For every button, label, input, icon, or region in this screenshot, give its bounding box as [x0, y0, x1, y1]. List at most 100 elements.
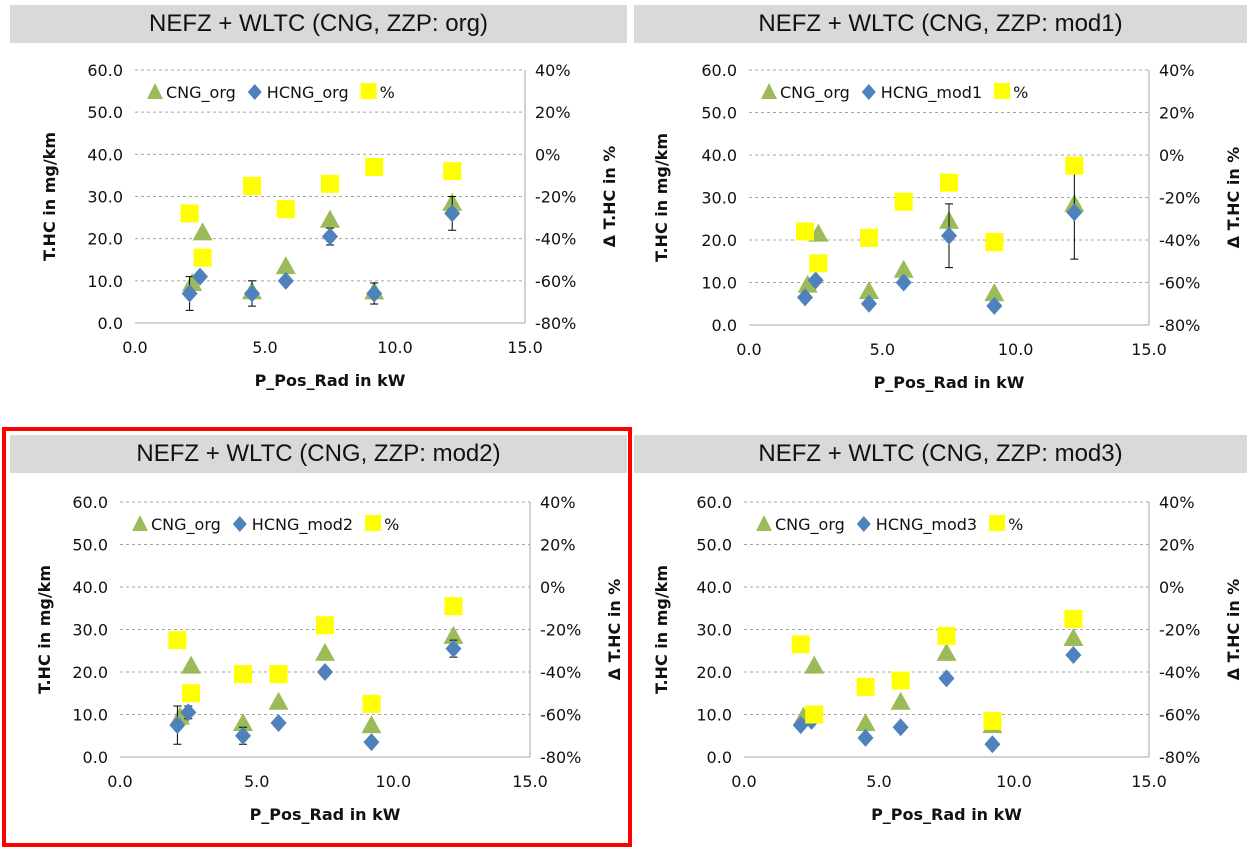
y-tick-label: 40.0 [72, 578, 108, 597]
pct-marker [321, 174, 339, 193]
x-tick-label: 15.0 [1131, 772, 1167, 791]
y2-tick-label: 20% [540, 536, 576, 555]
chart-title: NEFZ + WLTC (CNG, ZZP: mod3) [634, 435, 1247, 473]
y2-axis-title: Δ T.HC in % [1224, 147, 1243, 249]
y2-tick-label: 20% [1159, 104, 1195, 123]
x-axis-title: P_Pos_Rad in kW [871, 805, 1022, 824]
y-tick-label: 60.0 [87, 61, 123, 80]
hcng-marker [363, 733, 380, 752]
y-axis-title: T.HC in mg/km [40, 132, 59, 261]
cng-org-marker [984, 283, 1005, 302]
y-tick-label: 40.0 [696, 578, 732, 597]
y2-tick-label: -80% [540, 748, 581, 767]
legend-triangle-icon [756, 515, 772, 531]
y2-tick-label: 40% [540, 493, 576, 512]
y-tick-label: 10.0 [72, 706, 108, 725]
cng-org-marker [890, 691, 911, 710]
legend-diamond-icon [232, 516, 247, 532]
y2-tick-label: -20% [1159, 189, 1200, 208]
cng-org-marker [181, 655, 202, 674]
legend-label: CNG_org [780, 83, 850, 103]
hcng-marker [270, 714, 287, 732]
x-tick-label: 15.0 [512, 772, 548, 791]
pct-marker [985, 233, 1004, 252]
y-tick-label: 50.0 [701, 104, 737, 123]
legend-diamond-icon [856, 516, 871, 532]
legend-diamond-icon [861, 84, 876, 100]
y2-tick-label: 0% [1159, 578, 1184, 597]
hcng-marker [181, 284, 198, 303]
legend-label: % [1008, 515, 1023, 534]
hcng-marker [857, 728, 874, 747]
y-tick-label: 50.0 [72, 536, 108, 555]
x-tick-label: 10.0 [376, 772, 412, 791]
y-axis-title: T.HC in mg/km [35, 565, 54, 694]
legend-triangle-icon [132, 515, 148, 531]
pct-marker [444, 597, 463, 616]
cng-org-marker [804, 655, 825, 674]
pct-marker [796, 222, 814, 241]
hcng-marker [317, 663, 333, 681]
cng-org-marker [182, 272, 203, 291]
hcng-marker [941, 226, 957, 245]
y-tick-label: 0.0 [83, 748, 108, 767]
pct-marker [443, 162, 462, 181]
y2-tick-label: -60% [1159, 706, 1200, 725]
y-tick-label: 50.0 [87, 103, 123, 122]
cng-org-marker [275, 256, 296, 275]
hcng-marker [277, 271, 294, 290]
pct-marker [234, 665, 252, 684]
y-tick-label: 10.0 [701, 274, 737, 293]
x-tick-label: 5.0 [252, 338, 277, 357]
pct-marker [891, 671, 910, 690]
legend-square-icon [360, 83, 377, 99]
hcng-marker [322, 227, 338, 246]
y2-tick-label: -20% [535, 188, 576, 207]
legend-triangle-icon [761, 83, 777, 99]
y-tick-label: 10.0 [696, 706, 732, 725]
pct-marker [182, 684, 201, 703]
pct-marker [362, 694, 381, 713]
hcng-marker [986, 296, 1003, 315]
y2-tick-label: -60% [1159, 274, 1200, 293]
x-tick-label: 0.0 [107, 772, 132, 791]
y2-tick-label: 0% [1159, 146, 1184, 165]
y2-tick-label: -80% [1159, 316, 1200, 335]
legend-square-icon [989, 515, 1006, 531]
y-tick-label: 20.0 [72, 663, 108, 682]
cng-org-marker [855, 713, 876, 731]
y2-tick-label: -40% [535, 230, 576, 249]
hcng-marker [895, 273, 912, 292]
pct-marker [940, 173, 958, 192]
chart-panel-mod1: NEFZ + WLTC (CNG, ZZP: mod1) 60.0 50.0 40.… [634, 5, 1247, 420]
x-axis-title: P_Pos_Rad in kW [874, 373, 1025, 392]
x-tick-label: 0.0 [731, 772, 756, 791]
y2-tick-label: 0% [540, 578, 565, 597]
legend-label: CNG_org [151, 515, 221, 535]
hcng-marker [444, 204, 461, 223]
chart-title: NEFZ + WLTC (CNG, ZZP: mod2) [10, 435, 627, 473]
y2-tick-label: -40% [1159, 663, 1200, 682]
pct-marker [856, 677, 875, 696]
y-tick-label: 30.0 [696, 621, 732, 640]
hcng-marker [797, 288, 813, 307]
hcng-marker [244, 284, 260, 303]
y2-tick-label: -40% [1159, 231, 1200, 250]
hcng-marker [169, 716, 186, 735]
cng-org-marker [320, 209, 340, 228]
y-tick-label: 0.0 [707, 748, 732, 767]
cng-org-marker [315, 642, 335, 661]
y2-axis-title: Δ T.HC in % [600, 146, 619, 248]
pct-marker [276, 200, 295, 219]
y2-tick-label: 20% [1159, 536, 1195, 555]
y-tick-label: 60.0 [696, 493, 732, 512]
chart-panel-org: NEFZ + WLTC (CNG, ZZP: org) 60.0 50.0 40.0… [10, 5, 627, 420]
y-tick-label: 50.0 [696, 536, 732, 555]
y-tick-label: 20.0 [701, 231, 737, 250]
pct-marker [269, 665, 288, 684]
x-tick-label: 5.0 [244, 772, 269, 791]
x-tick-label: 0.0 [736, 340, 761, 359]
y2-tick-label: 40% [1159, 61, 1195, 80]
hcng-marker [807, 271, 824, 290]
cng-org-marker [192, 222, 213, 241]
